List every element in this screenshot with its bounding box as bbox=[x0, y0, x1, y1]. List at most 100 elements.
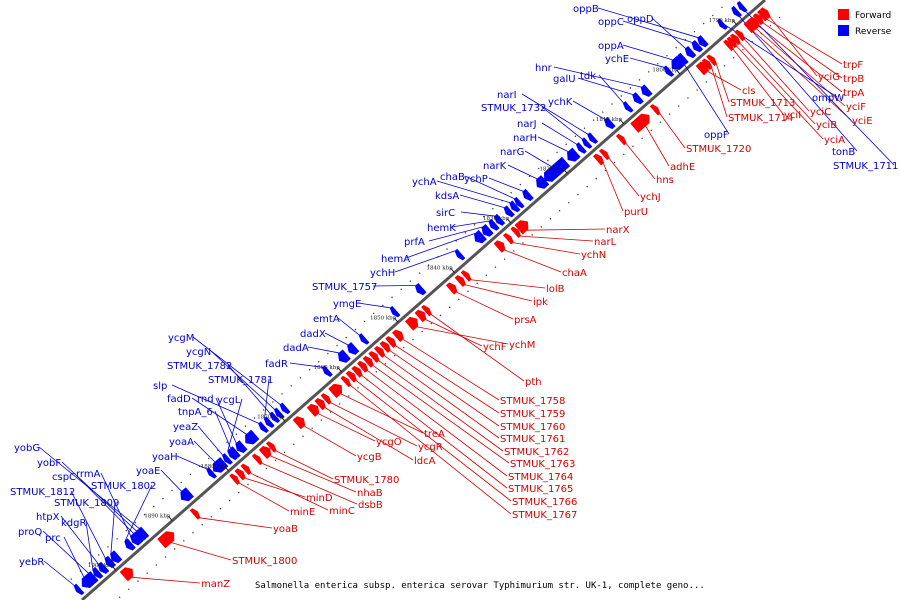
leader-galU bbox=[577, 77, 634, 95]
gene-label-ycgB: ycgB bbox=[357, 452, 382, 463]
gene-label-narX: narX bbox=[606, 225, 630, 236]
gene-label-yciC: yciC bbox=[810, 107, 831, 118]
tick-mark bbox=[450, 267, 455, 274]
gene-label-dsbB: dsbB bbox=[358, 500, 383, 511]
gene-label-ycgM: ycgM bbox=[168, 333, 194, 344]
leader-yoaH bbox=[176, 455, 208, 470]
tick-label: 1900 kbp bbox=[88, 563, 115, 569]
gene-label-minC: minC bbox=[329, 506, 355, 517]
gene-label-dadA: dadA bbox=[283, 343, 309, 354]
leader-yoaE bbox=[160, 469, 182, 492]
gene-label-ldcA: ldcA bbox=[414, 456, 436, 467]
gene-arrow-emtA bbox=[358, 333, 370, 345]
gene-label-ychM: ychM bbox=[509, 340, 535, 351]
gene-label-ompW: ompW bbox=[812, 93, 844, 104]
gene-label-ychN: ychN bbox=[581, 250, 606, 261]
leader-fadR bbox=[289, 362, 323, 368]
gene-arrow-ychE bbox=[663, 65, 675, 77]
leader-STMUK_1781 bbox=[264, 378, 270, 419]
guide-dots-reverse bbox=[66, 0, 732, 584]
leader-oppA bbox=[622, 44, 673, 61]
gene-label-oppD: oppD bbox=[627, 14, 654, 25]
gene-label-htpX: htpX bbox=[36, 512, 60, 523]
gene-arrow-hns bbox=[615, 133, 627, 146]
gene-arrow-yciG bbox=[759, 7, 771, 19]
gene-arrow-ipk bbox=[454, 275, 466, 288]
gene-arrow-STMUK_1809 bbox=[110, 550, 123, 564]
gene-label-STMUK_1759: STMUK_1759 bbox=[500, 409, 565, 420]
gene-arrow-ompW bbox=[717, 18, 728, 30]
gene-label-STMUK_1732: STMUK_1732 bbox=[481, 103, 546, 114]
leader-yebR bbox=[43, 560, 75, 586]
leader-hemK bbox=[451, 220, 490, 228]
gene-label-hemK: hemK bbox=[427, 223, 456, 234]
gene-arrow-hnr bbox=[640, 84, 653, 97]
gene-label-hnr: hnr bbox=[535, 63, 553, 74]
tick-mark bbox=[111, 565, 117, 571]
tick-label: 1880 kbp bbox=[201, 464, 228, 470]
gene-label-trpF: trpF bbox=[843, 60, 863, 71]
leader-minC bbox=[250, 472, 329, 511]
leader-minE bbox=[239, 482, 290, 512]
leader-STMUK_1802 bbox=[124, 484, 153, 542]
gene-label-ychA: ychA bbox=[412, 177, 437, 188]
tick-mark bbox=[280, 416, 286, 422]
leader-ychN bbox=[513, 242, 581, 255]
gene-label-STMUK_1758: STMUK_1758 bbox=[500, 396, 565, 407]
gene-arrow-yoaB bbox=[189, 508, 201, 520]
gene-label-trpB: trpB bbox=[843, 74, 864, 85]
gene-label-STMUK_1762: STMUK_1762 bbox=[504, 447, 569, 458]
leader-yciF bbox=[756, 28, 846, 107]
gene-label-STMUK_1713: STMUK_1713 bbox=[730, 98, 795, 109]
gene-label-STMUK_1757: STMUK_1757 bbox=[312, 282, 377, 293]
gene-label-STMUK_1767: STMUK_1767 bbox=[512, 510, 577, 521]
gene-arrow-narG bbox=[544, 156, 571, 182]
gene-arrow-pth bbox=[421, 304, 432, 317]
gene-label-STMUK_1764: STMUK_1764 bbox=[508, 472, 573, 483]
legend-reverse-label: Reverse bbox=[855, 27, 892, 37]
gene-label-prc: prc bbox=[45, 533, 61, 544]
gene-arrow-prc bbox=[81, 571, 98, 589]
tick-label: 1860 kbp bbox=[314, 365, 341, 371]
tick-label: 1840 kbp bbox=[427, 266, 454, 272]
gene-arrow-kdsA bbox=[503, 205, 515, 218]
tick-label: 1800 kbp bbox=[652, 67, 679, 73]
gene-arrow-yciI bbox=[723, 39, 734, 52]
gene-label-chaB: chaB bbox=[440, 172, 465, 183]
gene-arrow-narI bbox=[587, 132, 599, 144]
tick-label: 1820 kbp bbox=[539, 167, 566, 173]
leader-STMUK_1762 bbox=[378, 360, 504, 452]
gene-label-yebR: yebR bbox=[19, 557, 44, 568]
gene-arrow-STMUK_1800 bbox=[157, 531, 175, 549]
gene-label-adhE: adhE bbox=[670, 162, 695, 173]
tick-mark bbox=[732, 19, 738, 26]
leader-trpB bbox=[762, 22, 843, 79]
leader-prc bbox=[63, 536, 85, 578]
gene-arrow-kdgR bbox=[92, 566, 104, 579]
gene-arrow-minC bbox=[240, 463, 252, 476]
leader-STMUK_1766 bbox=[355, 380, 512, 502]
gene-arrow-STMUK_1711 bbox=[736, 0, 748, 13]
leader-adhE bbox=[645, 125, 670, 167]
leader-oppD bbox=[651, 17, 686, 49]
leader-STMUK_1761 bbox=[384, 355, 500, 439]
gene-arrow-dsbB bbox=[251, 453, 263, 466]
leader-hemA bbox=[405, 233, 476, 259]
gene-arrow-dadA bbox=[337, 349, 351, 363]
leader-trpF bbox=[766, 19, 843, 65]
gene-arrow-chaA bbox=[493, 240, 506, 253]
tick-label: 1830 kbp bbox=[483, 216, 510, 222]
gene-arrow-STMUK_1713 bbox=[706, 54, 717, 67]
gene-arrow-STMUK_1714 bbox=[701, 58, 713, 71]
leader-sirC bbox=[460, 211, 495, 217]
gene-arrow-STMUK_1720 bbox=[649, 104, 661, 116]
gene-label-proQ: proQ bbox=[18, 527, 42, 538]
gene-label-purU: purU bbox=[624, 207, 648, 218]
gene-label-narH: narH bbox=[513, 133, 537, 144]
gene-label-ychE: ychE bbox=[605, 54, 629, 65]
gene-arrow-STMUK_1763 bbox=[362, 355, 374, 368]
gene-arrow-ycgM bbox=[279, 402, 291, 415]
gene-arrow-lolB bbox=[460, 270, 472, 282]
gene-arrow-STMUK_1802 bbox=[124, 538, 136, 551]
leader-chaB bbox=[464, 175, 515, 200]
